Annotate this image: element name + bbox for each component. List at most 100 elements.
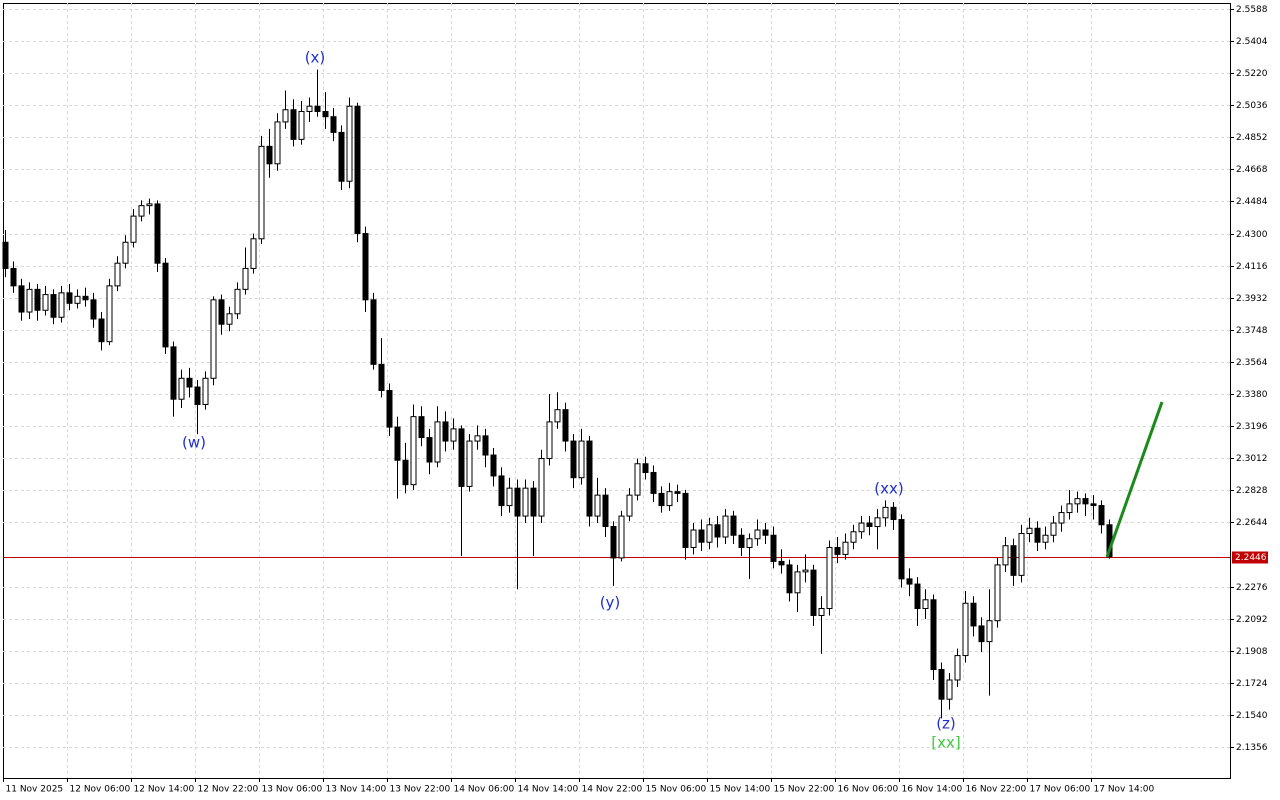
candle-body	[426, 437, 433, 463]
candle-body	[810, 569, 817, 616]
candle-body	[578, 440, 585, 479]
candle-body	[858, 522, 865, 533]
y-tick-label: 2.4852	[1236, 133, 1268, 143]
candle-body	[794, 571, 801, 594]
y-tick-label: 2.1540	[1236, 711, 1268, 721]
candle-body	[314, 105, 321, 112]
candle-body	[722, 515, 729, 538]
candle-body	[162, 262, 169, 348]
wave-label: (y)	[600, 594, 621, 612]
candle-body	[66, 292, 73, 304]
candle-body	[618, 515, 625, 559]
candle-body	[586, 440, 593, 517]
candle-body	[146, 203, 153, 207]
candle-body	[506, 487, 513, 507]
candle-body	[18, 285, 25, 313]
candle-body	[954, 655, 961, 681]
x-tick-label: 13 Nov 14:00	[326, 785, 387, 795]
candle-body	[530, 487, 537, 517]
candle-body	[538, 458, 545, 517]
candle-body	[1066, 503, 1073, 514]
candle-body	[10, 267, 17, 287]
y-tick-label: 2.1724	[1236, 679, 1268, 689]
candle-body	[410, 416, 417, 486]
wave-label: (z)	[936, 715, 956, 733]
candle-body	[1082, 498, 1089, 505]
candle-body	[354, 105, 361, 235]
candle-body	[1026, 527, 1033, 535]
candle-body	[434, 421, 441, 463]
candle-body	[938, 669, 945, 700]
y-tick-label: 2.3012	[1236, 454, 1268, 464]
x-tick-label: 11 Nov 2025	[6, 785, 64, 795]
candle-body	[370, 299, 377, 365]
y-tick-label: 2.3380	[1236, 390, 1268, 400]
candle-body	[2, 241, 9, 269]
candle-body	[850, 531, 857, 543]
candle-body	[1010, 545, 1017, 576]
candle-body	[674, 491, 681, 494]
candle-body	[250, 238, 257, 269]
wave-label: [xx]	[931, 734, 960, 752]
candle-body	[690, 529, 697, 548]
candle-body	[362, 233, 369, 301]
candle-body	[394, 426, 401, 461]
candle-body	[882, 506, 889, 519]
candle-body	[234, 288, 241, 315]
y-tick-label: 2.2644	[1236, 518, 1268, 528]
candle-body	[154, 203, 161, 264]
candle-body	[594, 494, 601, 517]
candle-body	[482, 435, 489, 456]
candle-body	[322, 110, 329, 118]
forecast-line	[1105, 401, 1164, 558]
candle-body	[1098, 505, 1105, 526]
y-tick-label: 2.5404	[1236, 37, 1268, 47]
y-tick-label: 2.2092	[1236, 615, 1268, 625]
candle-body	[138, 205, 145, 217]
candle-body	[994, 564, 1001, 622]
candle-body	[490, 454, 497, 477]
y-tick-label: 2.4668	[1236, 165, 1268, 175]
candle-body	[634, 463, 641, 496]
candle-body	[170, 346, 177, 400]
candle-body	[890, 506, 897, 521]
candle-body	[730, 515, 737, 536]
candle-body	[266, 145, 273, 165]
candle-body	[498, 475, 505, 507]
wave-label: (w)	[182, 434, 206, 452]
candle-body	[130, 215, 137, 243]
x-tick-label: 17 Nov 06:00	[1030, 785, 1091, 795]
x-tick-label: 16 Nov 14:00	[902, 785, 963, 795]
candle-body	[762, 529, 769, 536]
candle-body	[514, 487, 521, 517]
candle-body	[562, 409, 569, 442]
candle-body	[1042, 534, 1049, 543]
y-tick-label: 2.5220	[1236, 69, 1268, 79]
candle-body	[274, 121, 281, 165]
candle-body	[218, 299, 225, 325]
candle-body	[258, 145, 265, 240]
candle-body	[554, 409, 561, 423]
x-tick-label: 15 Nov 22:00	[774, 785, 835, 795]
y-tick-label: 2.3748	[1236, 326, 1268, 336]
x-tick-label: 12 Nov 14:00	[134, 785, 195, 795]
candle-body	[338, 131, 345, 182]
candle-body	[1090, 503, 1097, 507]
candle-body	[714, 524, 721, 538]
x-tick-label: 14 Nov 14:00	[518, 785, 579, 795]
candle-body	[34, 288, 41, 311]
x-tick-label: 13 Nov 06:00	[262, 785, 323, 795]
candle-body	[906, 578, 913, 585]
candle-body	[834, 546, 841, 555]
candle-body	[298, 110, 305, 140]
x-tick-label: 14 Nov 06:00	[454, 785, 515, 795]
x-tick-label: 16 Nov 22:00	[966, 785, 1027, 795]
candle-body	[706, 524, 713, 543]
candle-body	[466, 440, 473, 487]
candle-body	[986, 620, 993, 643]
candle-body	[698, 529, 705, 543]
candle-body	[962, 602, 969, 657]
candle-body	[1074, 498, 1081, 505]
plot-frame	[3, 3, 1231, 779]
